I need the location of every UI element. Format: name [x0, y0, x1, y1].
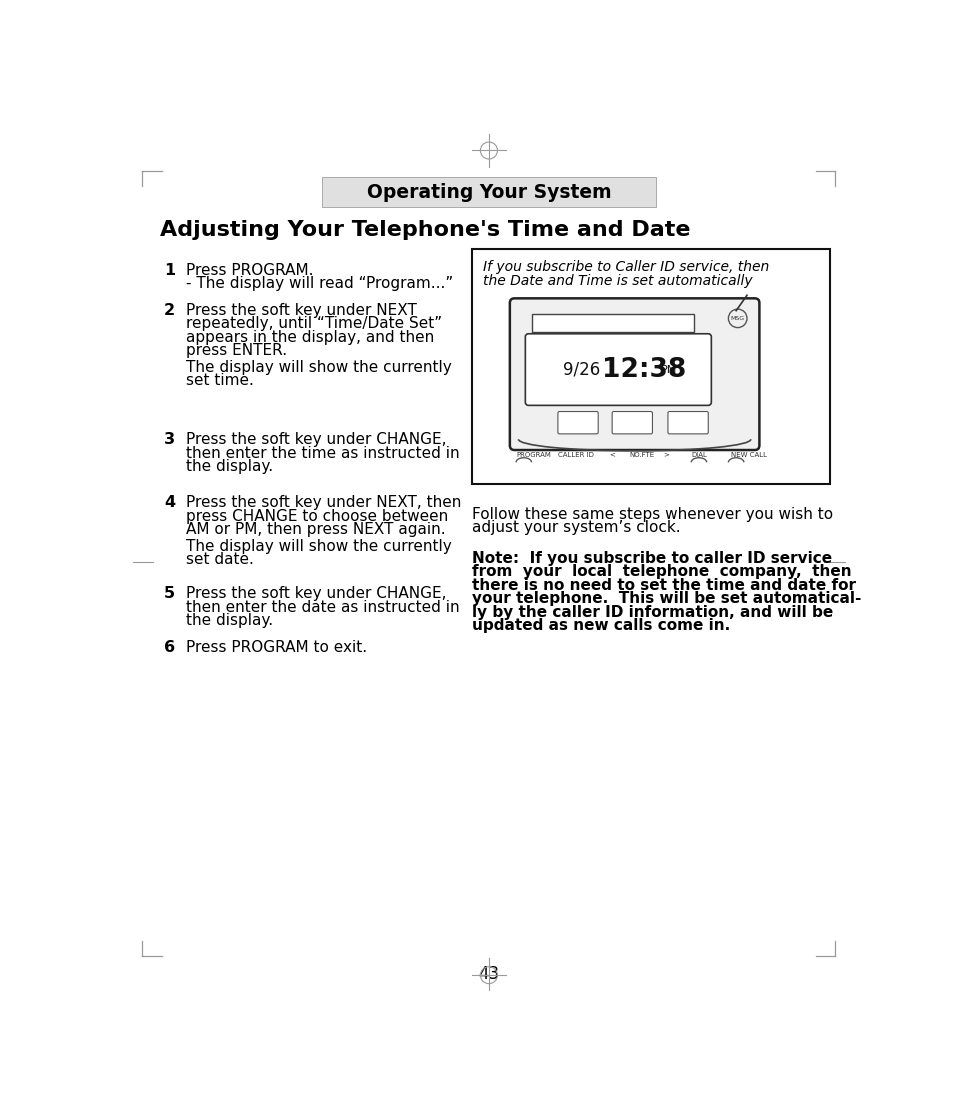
Text: 2: 2	[164, 303, 174, 318]
Text: 1: 1	[164, 263, 174, 278]
FancyBboxPatch shape	[667, 412, 707, 434]
Text: CALLER ID: CALLER ID	[558, 452, 593, 457]
Text: appears in the display, and then: appears in the display, and then	[186, 329, 434, 345]
Text: the display.: the display.	[186, 613, 273, 628]
Text: 6: 6	[164, 640, 174, 656]
Text: your telephone.  This will be set automatical-: your telephone. This will be set automat…	[472, 591, 861, 607]
Text: >: >	[662, 452, 668, 457]
FancyBboxPatch shape	[612, 412, 652, 434]
Text: MSG: MSG	[730, 316, 744, 321]
Text: 3: 3	[164, 432, 174, 447]
Text: ly by the caller ID information, and will be: ly by the caller ID information, and wil…	[472, 604, 832, 620]
FancyBboxPatch shape	[558, 412, 598, 434]
Text: from  your  local  telephone  company,  then: from your local telephone company, then	[472, 564, 851, 580]
Bar	[472, 249, 829, 484]
Text: <: <	[608, 452, 615, 457]
Text: then enter the date as instructed in: then enter the date as instructed in	[186, 600, 459, 614]
Text: Press the soft key under NEXT, then: Press the soft key under NEXT, then	[186, 495, 461, 511]
Bar	[322, 177, 655, 207]
Text: 5: 5	[164, 587, 174, 601]
FancyBboxPatch shape	[525, 334, 711, 405]
Text: PM: PM	[659, 365, 677, 375]
Text: the display.: the display.	[186, 460, 273, 474]
Text: NEW CALL: NEW CALL	[731, 452, 767, 457]
Text: Press the soft key under NEXT: Press the soft key under NEXT	[186, 303, 416, 318]
Text: AM or PM, then press NEXT again.: AM or PM, then press NEXT again.	[186, 522, 445, 538]
FancyBboxPatch shape	[509, 298, 759, 450]
Text: Operating Your System: Operating Your System	[366, 183, 611, 201]
Text: Press the soft key under CHANGE,: Press the soft key under CHANGE,	[186, 432, 446, 447]
Text: updated as new calls come in.: updated as new calls come in.	[472, 619, 729, 633]
Text: repeatedly, until “Time/Date Set”: repeatedly, until “Time/Date Set”	[186, 316, 441, 332]
Text: PROGRAM: PROGRAM	[516, 452, 550, 457]
Text: Note:  If you subscribe to caller ID service: Note: If you subscribe to caller ID serv…	[472, 551, 831, 565]
Text: 4: 4	[164, 495, 174, 511]
Text: press CHANGE to choose between: press CHANGE to choose between	[186, 509, 448, 524]
Text: Press the soft key under CHANGE,: Press the soft key under CHANGE,	[186, 587, 446, 601]
Text: If you subscribe to Caller ID service, then: If you subscribe to Caller ID service, t…	[482, 259, 768, 274]
Text: Press PROGRAM to exit.: Press PROGRAM to exit.	[186, 640, 367, 656]
Text: DIAL: DIAL	[691, 452, 706, 457]
Text: The display will show the currently: The display will show the currently	[186, 359, 451, 375]
Text: 12:38: 12:38	[601, 356, 686, 383]
Text: The display will show the currently: The display will show the currently	[186, 539, 451, 554]
Text: Press PROGRAM.: Press PROGRAM.	[186, 263, 314, 278]
Bar	[531, 314, 694, 332]
Text: set date.: set date.	[186, 552, 253, 568]
Text: the Date and Time is set automatically: the Date and Time is set automatically	[482, 274, 752, 287]
Text: set time.: set time.	[186, 374, 253, 388]
Text: Adjusting Your Telephone's Time and Date: Adjusting Your Telephone's Time and Date	[159, 219, 689, 239]
Text: adjust your system’s clock.: adjust your system’s clock.	[472, 521, 679, 535]
Text: press ENTER.: press ENTER.	[186, 344, 287, 358]
Text: Follow these same steps whenever you wish to: Follow these same steps whenever you wis…	[472, 508, 832, 522]
Text: there is no need to set the time and date for: there is no need to set the time and dat…	[472, 578, 855, 593]
Text: NO.FTE: NO.FTE	[629, 452, 654, 457]
Text: 43: 43	[477, 965, 499, 983]
Text: 9/26: 9/26	[562, 361, 599, 378]
Text: - The display will read “Program...”: - The display will read “Program...”	[186, 276, 453, 292]
Text: then enter the time as instructed in: then enter the time as instructed in	[186, 446, 459, 461]
